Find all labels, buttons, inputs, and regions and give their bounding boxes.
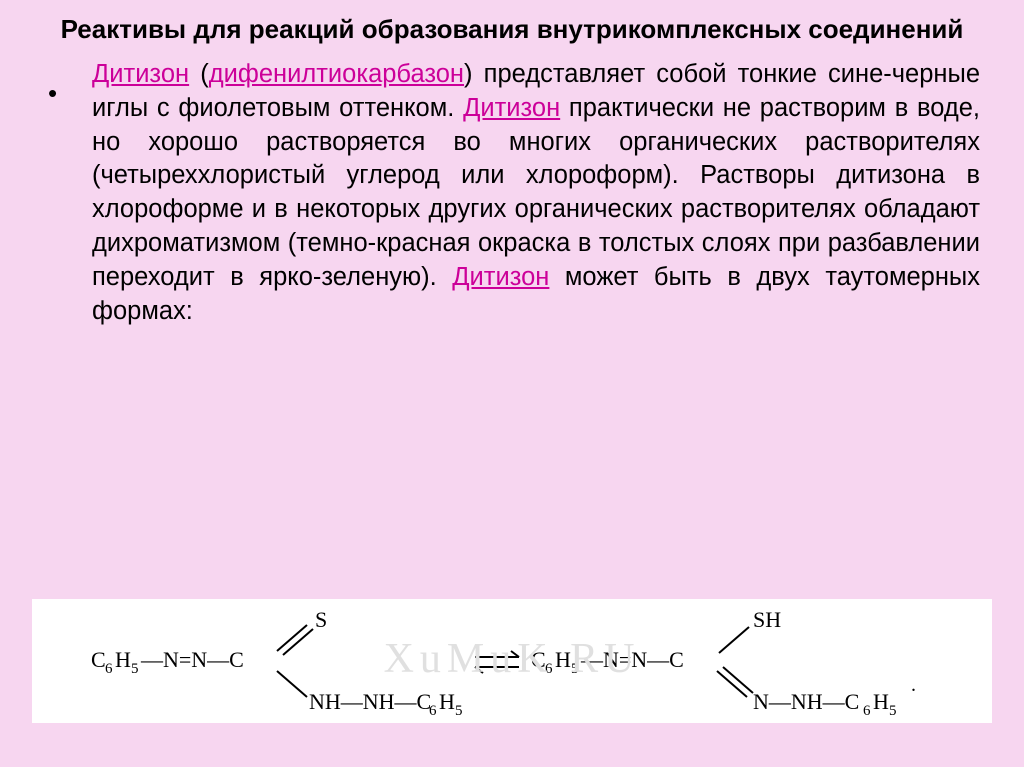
link-diphenylthiocarbazone[interactable]: дифенилтиокарбазон bbox=[209, 60, 464, 88]
text-frag-2: практически не растворим в воде, но хоро… bbox=[92, 94, 980, 292]
svg-text:5: 5 bbox=[889, 703, 897, 719]
body-text-block: Дитизон (дифенилтиокарбазон) представляе… bbox=[92, 58, 980, 329]
svg-text:5: 5 bbox=[571, 661, 579, 677]
tautomer-right: C 6 H 5 —N=N—C SH N—NH—C 6 H 5 . bbox=[527, 609, 937, 719]
svg-text:H: H bbox=[873, 689, 889, 714]
chemical-formula-box: XuMuK RU C 6 H 5 —N=N—C S bbox=[32, 599, 992, 723]
svg-text:5: 5 bbox=[455, 703, 463, 719]
svg-text:NH—NH—C: NH—NH—C bbox=[309, 689, 431, 714]
link-dithizone-2[interactable]: Дитизон bbox=[463, 94, 560, 122]
svg-text:—N=N—C: —N=N—C bbox=[140, 647, 244, 672]
svg-text:C: C bbox=[531, 647, 546, 672]
slide-title: Реактивы для реакций образования внутрик… bbox=[30, 14, 994, 46]
svg-text:.: . bbox=[911, 674, 916, 696]
svg-text:6: 6 bbox=[105, 661, 113, 677]
svg-text:H: H bbox=[439, 689, 455, 714]
svg-text:S: S bbox=[315, 609, 327, 632]
link-dithizone-1[interactable]: Дитизон bbox=[92, 60, 189, 88]
svg-text:6: 6 bbox=[545, 661, 553, 677]
slide: Реактивы для реакций образования внутрик… bbox=[0, 0, 1024, 767]
svg-text:6: 6 bbox=[863, 703, 871, 719]
tautomer-left: C 6 H 5 —N=N—C S NH—NH—C 6 H 5 bbox=[87, 609, 467, 719]
chemical-formula: C 6 H 5 —N=N—C S NH—NH—C 6 H 5 bbox=[38, 609, 986, 719]
link-dithizone-3[interactable]: Дитизон bbox=[452, 263, 549, 291]
svg-text:H: H bbox=[555, 647, 571, 672]
svg-text:6: 6 bbox=[429, 703, 437, 719]
bullet-icon: • bbox=[48, 80, 57, 106]
text-frag-open: ( bbox=[189, 60, 209, 88]
svg-text:—N=N—C: —N=N—C bbox=[580, 647, 684, 672]
svg-text:5: 5 bbox=[131, 661, 139, 677]
equilibrium-arrow-icon bbox=[469, 609, 525, 719]
svg-text:SH: SH bbox=[753, 609, 781, 632]
svg-text:N—NH—C: N—NH—C bbox=[753, 689, 859, 714]
svg-text:C: C bbox=[91, 647, 106, 672]
svg-text:H: H bbox=[115, 647, 131, 672]
paragraph: Дитизон (дифенилтиокарбазон) представляе… bbox=[92, 58, 980, 329]
